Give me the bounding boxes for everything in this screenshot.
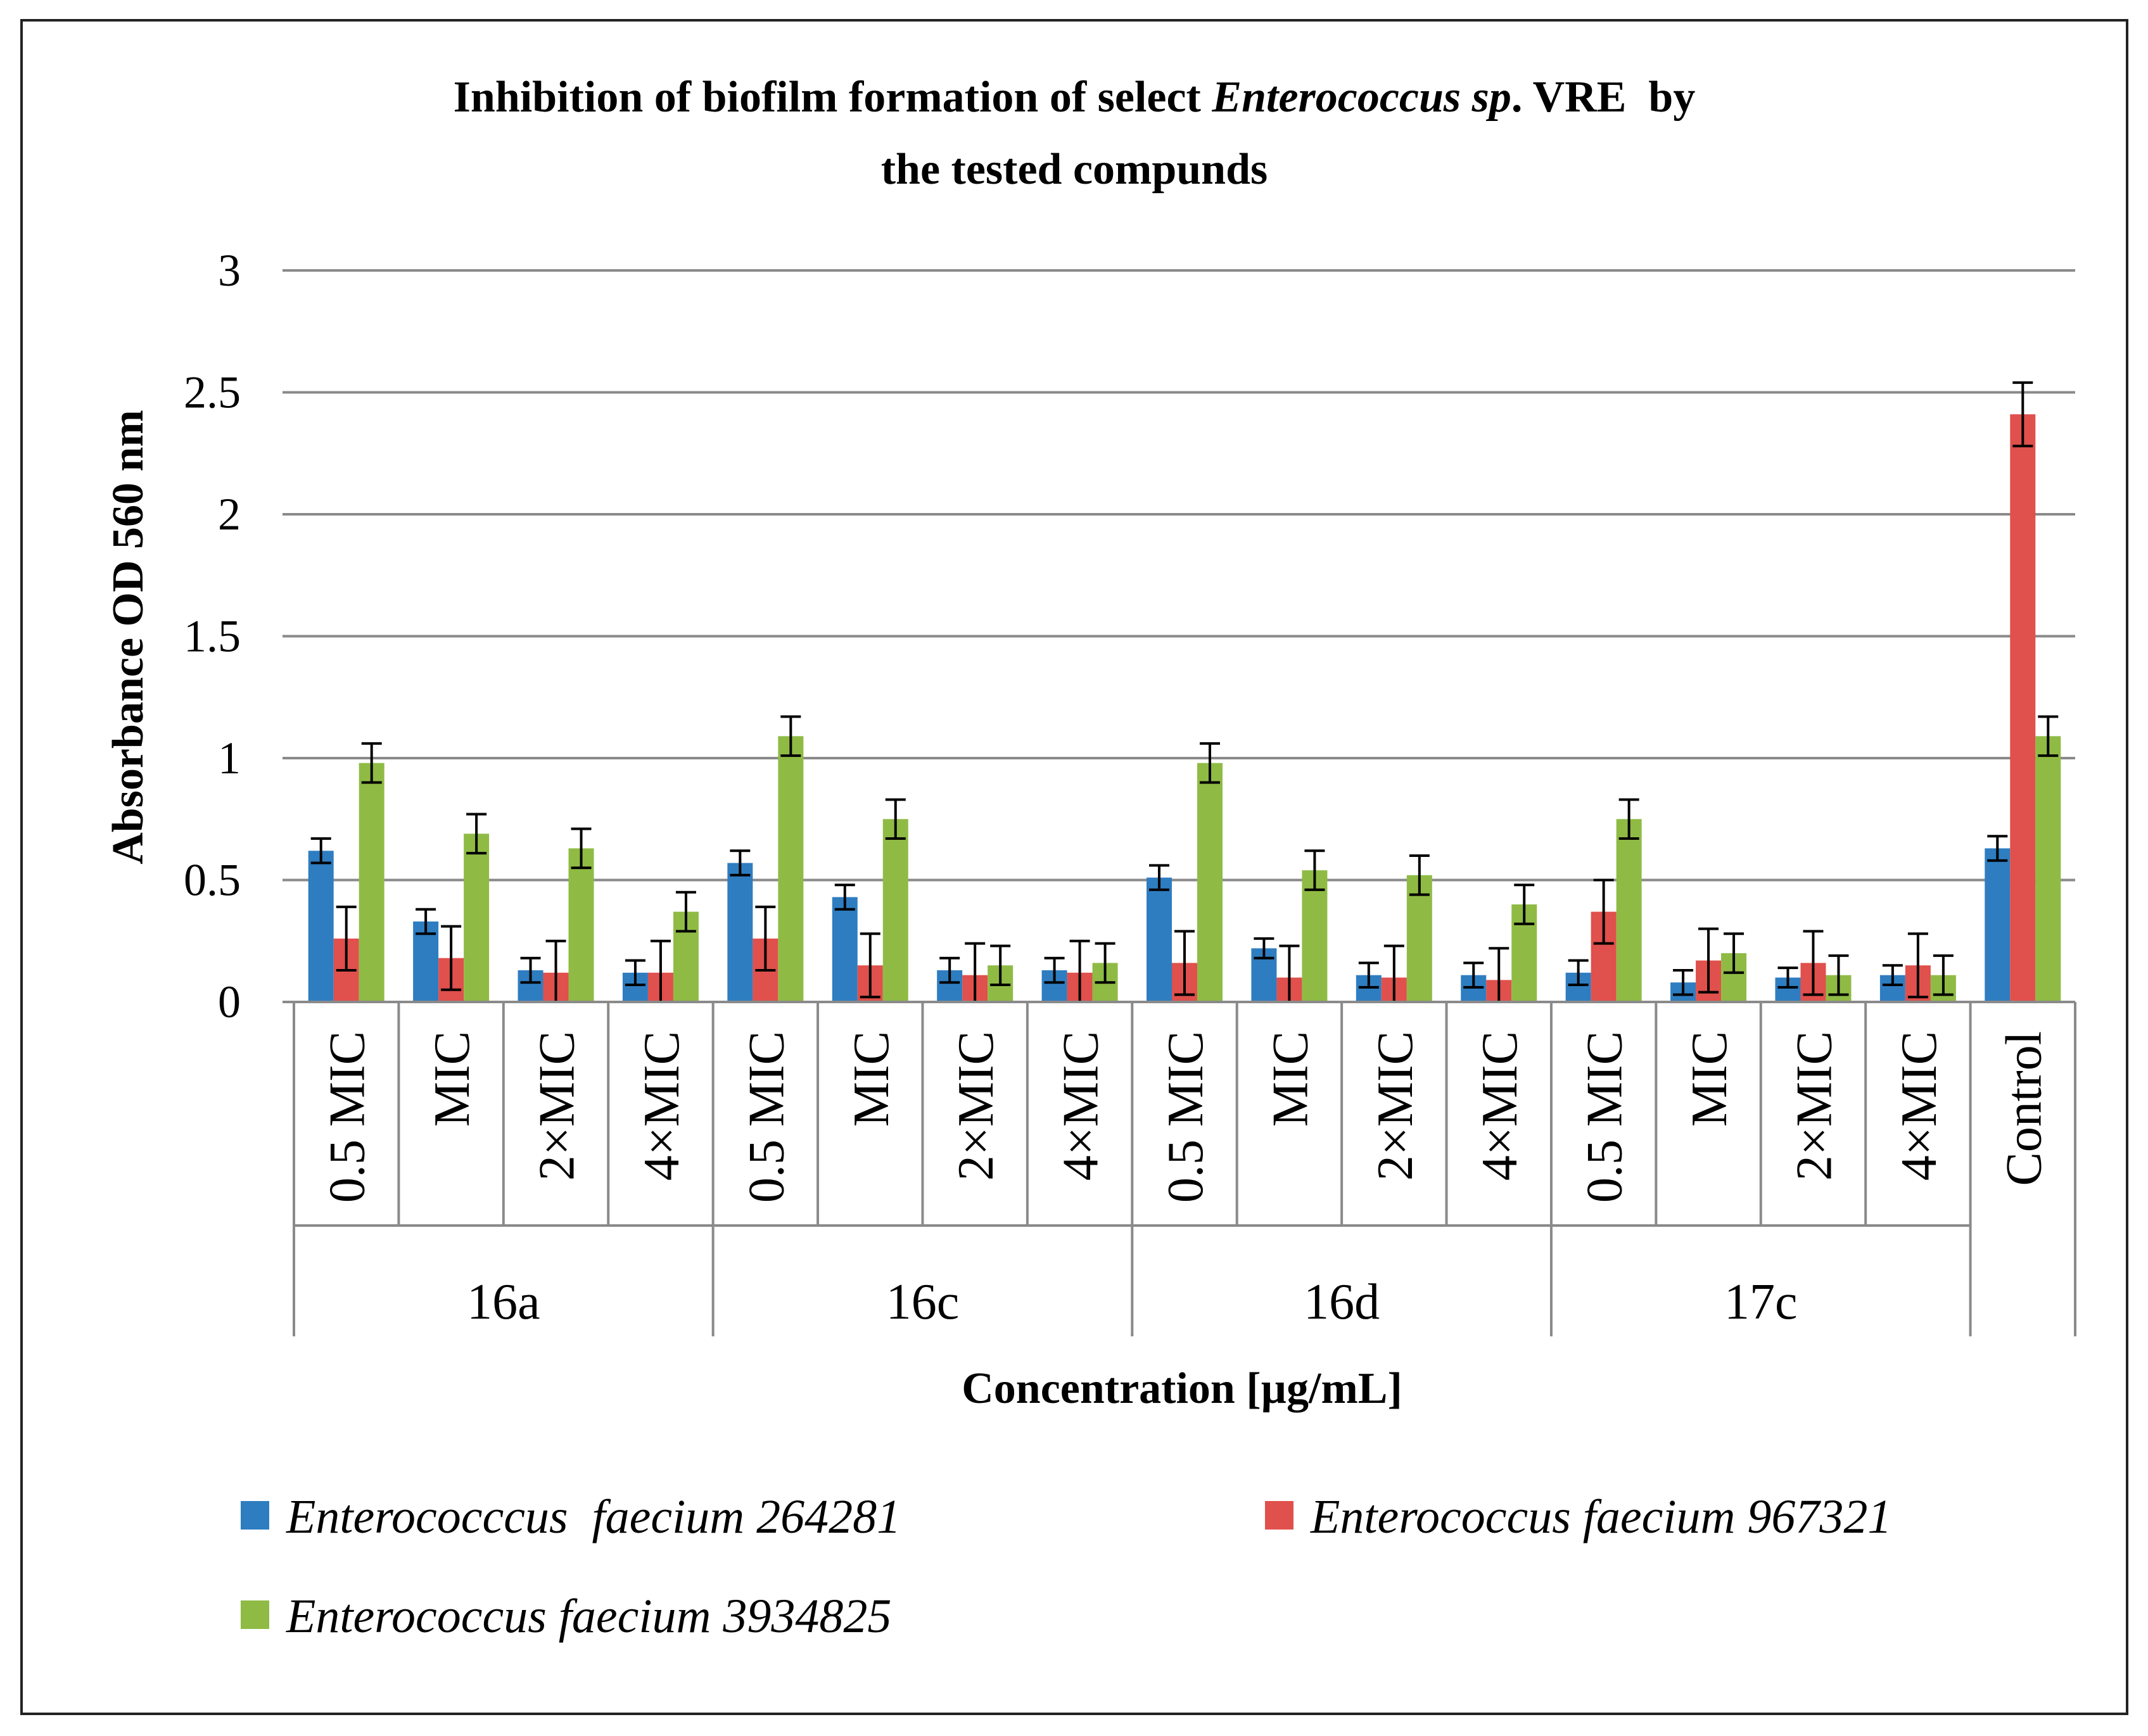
category-label: MIC	[1682, 1031, 1738, 1127]
y-tick-label: 2	[218, 489, 241, 540]
group-label: 16d	[1304, 1274, 1380, 1330]
bar	[2035, 736, 2061, 1002]
bar	[1985, 848, 2011, 1002]
group-label: 16c	[886, 1274, 960, 1330]
group-label: 16a	[467, 1274, 540, 1330]
y-tick-label: 0.5	[184, 855, 241, 906]
y-tick-label: 0	[218, 977, 241, 1027]
chart-frame	[20, 19, 2128, 1715]
category-label: 4×MIC	[1472, 1031, 1528, 1181]
legend-label: Enterococcus faecium 3934825	[286, 1590, 891, 1643]
legend: Enterococccus faecium 264281 Enterococcus…	[241, 1490, 1891, 1643]
category-label: MIC	[1262, 1031, 1318, 1127]
x-axis-title: Concentration [µg/mL]	[962, 1364, 1402, 1413]
category-label: 0.5 MIC	[1577, 1031, 1633, 1203]
legend-swatch	[241, 1501, 269, 1530]
bar	[359, 763, 384, 1002]
category-label: 0.5 MIC	[1158, 1031, 1214, 1203]
bar	[2010, 414, 2036, 1002]
y-tick-label: 1.5	[184, 611, 241, 662]
category-label: 4×MIC	[1053, 1031, 1109, 1181]
bar	[778, 736, 804, 1002]
bar	[464, 833, 490, 1002]
category-label: 2×MIC	[1786, 1031, 1842, 1181]
category-label: 4×MIC	[634, 1031, 690, 1181]
category-label: 2×MIC	[948, 1031, 1004, 1181]
category-label: 2×MIC	[1368, 1031, 1423, 1181]
x-axis: 0.5 MIC MIC 2×MIC 4×MIC 0.5 MIC MIC 2×MIC 4×MIC…	[293, 1001, 2076, 1336]
bar	[882, 819, 908, 1002]
bar	[832, 897, 858, 1002]
category-label: 4×MIC	[1891, 1031, 1947, 1181]
legend-swatch	[1265, 1501, 1293, 1530]
bar	[308, 851, 334, 1002]
category-label: MIC	[424, 1031, 480, 1127]
y-axis-title: Absorbance OD 560 nm	[104, 410, 153, 865]
chart-title-line-2: the tested compunds	[881, 145, 1268, 194]
bar	[727, 863, 753, 1002]
category-label: 0.5 MIC	[320, 1031, 376, 1203]
y-tick-label: 1	[218, 733, 241, 783]
bar	[1616, 819, 1642, 1002]
category-label: MIC	[844, 1031, 899, 1127]
category-label: 0.5 MIC	[739, 1031, 794, 1203]
title-part-3: . VRE by	[1511, 73, 1695, 122]
category-label: 2×MIC	[530, 1031, 585, 1181]
y-axis-ticks: 0 0.5 1 1.5 2 2.5 3	[184, 245, 294, 1027]
chart-title-line-1: Inhibition of biofilm formation of selec…	[454, 73, 1696, 122]
bar	[1406, 875, 1432, 1002]
bar	[1147, 877, 1172, 1002]
bar	[1302, 870, 1328, 1002]
category-label: Control	[1996, 1031, 2052, 1186]
title-part-italic: Enterococcus sp	[1211, 73, 1511, 122]
y-tick-label: 2.5	[184, 367, 241, 418]
legend-label: Enterococcus faecium 967321	[1310, 1490, 1891, 1543]
group-label: 17c	[1724, 1274, 1798, 1330]
bar	[568, 848, 594, 1002]
bar	[1197, 763, 1223, 1002]
legend-swatch	[241, 1600, 269, 1629]
y-tick-label: 3	[218, 245, 241, 296]
title-part-1: Inhibition of biofilm formation of selec…	[454, 73, 1212, 122]
legend-label: Enterococccus faecium 264281	[286, 1490, 901, 1543]
